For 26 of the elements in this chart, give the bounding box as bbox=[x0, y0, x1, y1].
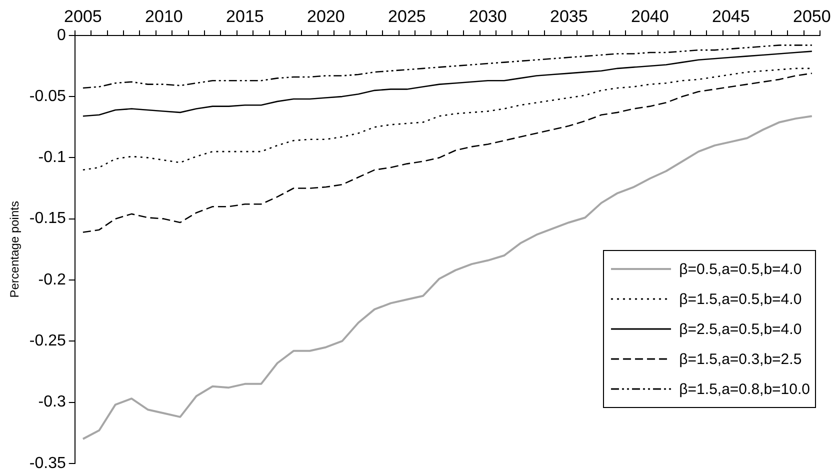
x-tick-label: 2035 bbox=[550, 6, 588, 26]
x-tick-label: 2005 bbox=[64, 6, 102, 26]
x-tick-label: 2025 bbox=[388, 6, 426, 26]
y-tick-label: -0.2 bbox=[38, 271, 66, 288]
y-tick-label: -0.3 bbox=[38, 394, 66, 411]
legend-label: β=1.5,a=0.5,b=4.0 bbox=[679, 290, 802, 308]
y-tick-label: -0.35 bbox=[29, 454, 66, 472]
x-tick-label: 2050 bbox=[792, 6, 831, 26]
y-tick-label: 0 bbox=[56, 26, 66, 44]
line-series bbox=[82, 44, 813, 89]
y-tick-label: -0.25 bbox=[29, 332, 66, 350]
x-tick-label: 2045 bbox=[712, 6, 750, 26]
y-tick-label: -0.15 bbox=[29, 210, 66, 228]
x-tick-label: 2015 bbox=[226, 6, 264, 26]
y-tick-label: -0.1 bbox=[38, 149, 66, 166]
x-tick-label: 2010 bbox=[145, 6, 183, 26]
x-tick-label: 2040 bbox=[631, 6, 669, 26]
y-axis-title: Percentage points bbox=[8, 201, 22, 298]
x-tick-label: 2030 bbox=[469, 6, 507, 26]
y-tick-label: -0.05 bbox=[29, 88, 66, 105]
legend-label: β=0.5,a=0.5,b=4.0 bbox=[679, 260, 802, 278]
legend-label: β=1.5,a=0.3,b=2.5 bbox=[679, 350, 802, 368]
legend-label: β=1.5,a=0.8,b=10.0 bbox=[679, 380, 810, 398]
x-tick-label: 2020 bbox=[307, 6, 345, 26]
legend-label: β=2.5,a=0.5,b=4.0 bbox=[679, 320, 802, 338]
line-series bbox=[82, 72, 813, 233]
